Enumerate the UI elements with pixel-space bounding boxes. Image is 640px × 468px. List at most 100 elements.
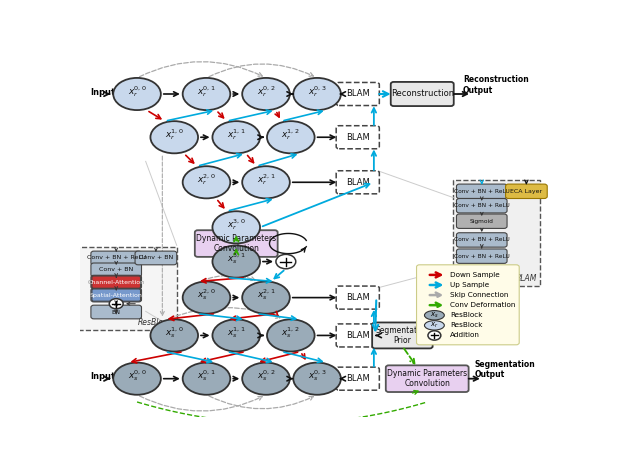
FancyBboxPatch shape xyxy=(195,230,278,257)
Circle shape xyxy=(428,331,441,340)
FancyBboxPatch shape xyxy=(372,322,433,348)
FancyBboxPatch shape xyxy=(77,247,177,330)
Text: Skip Connection: Skip Connection xyxy=(451,292,509,298)
Text: $x_r$: $x_r$ xyxy=(430,321,438,330)
Text: $x_s^{0,0}$: $x_s^{0,0}$ xyxy=(127,368,147,383)
Ellipse shape xyxy=(293,78,341,110)
Text: Conv Deformation: Conv Deformation xyxy=(451,302,516,308)
FancyBboxPatch shape xyxy=(91,275,141,289)
Text: $x_r^{1,0}$: $x_r^{1,0}$ xyxy=(165,127,184,142)
Ellipse shape xyxy=(182,78,230,110)
FancyBboxPatch shape xyxy=(336,367,380,390)
Ellipse shape xyxy=(242,363,290,395)
FancyBboxPatch shape xyxy=(456,249,507,263)
FancyBboxPatch shape xyxy=(453,180,540,286)
FancyBboxPatch shape xyxy=(91,263,141,277)
Ellipse shape xyxy=(212,246,260,278)
Text: Conv + BN + ReLU: Conv + BN + ReLU xyxy=(454,203,509,208)
FancyBboxPatch shape xyxy=(417,265,519,345)
Ellipse shape xyxy=(242,166,290,198)
Text: BLAM: BLAM xyxy=(346,293,370,302)
Text: $x_r^{0,0}$: $x_r^{0,0}$ xyxy=(127,84,147,99)
Text: $x_s^{3,1}$: $x_s^{3,1}$ xyxy=(227,251,246,266)
FancyBboxPatch shape xyxy=(336,171,380,194)
Ellipse shape xyxy=(150,319,198,351)
Ellipse shape xyxy=(242,282,290,314)
Text: Conv + BN: Conv + BN xyxy=(99,267,133,272)
FancyBboxPatch shape xyxy=(91,305,141,319)
Text: $x_s$: $x_s$ xyxy=(430,311,439,320)
Text: $x_s^{1,1}$: $x_s^{1,1}$ xyxy=(227,325,246,340)
FancyBboxPatch shape xyxy=(92,276,141,288)
Text: $x_s^{0,3}$: $x_s^{0,3}$ xyxy=(308,368,326,383)
FancyBboxPatch shape xyxy=(386,366,468,392)
Text: $x_s^{0,2}$: $x_s^{0,2}$ xyxy=(257,368,275,383)
Text: BLAM: BLAM xyxy=(346,89,370,98)
Ellipse shape xyxy=(212,121,260,154)
Ellipse shape xyxy=(113,363,161,395)
FancyBboxPatch shape xyxy=(336,82,380,105)
Text: Spatial-Attention: Spatial-Attention xyxy=(90,292,143,298)
Ellipse shape xyxy=(242,78,290,110)
Ellipse shape xyxy=(293,363,341,395)
FancyBboxPatch shape xyxy=(91,251,141,265)
Text: BLAM: BLAM xyxy=(346,374,370,383)
Text: Sigmoid: Sigmoid xyxy=(470,219,493,224)
Ellipse shape xyxy=(113,78,161,110)
Text: $x_s^{2,1}$: $x_s^{2,1}$ xyxy=(257,287,275,302)
Text: $x_s^{1,0}$: $x_s^{1,0}$ xyxy=(165,325,184,340)
Text: ResBlock: ResBlock xyxy=(451,312,483,318)
Ellipse shape xyxy=(212,211,260,243)
Text: Conv + BN + ReLU: Conv + BN + ReLU xyxy=(86,256,146,261)
Text: Channel-Attention: Channel-Attention xyxy=(88,279,145,285)
FancyBboxPatch shape xyxy=(336,324,380,347)
Text: Reconstruction
Output: Reconstruction Output xyxy=(463,75,529,95)
Text: ECA Layer: ECA Layer xyxy=(510,189,543,194)
Text: $x_s^{2,0}$: $x_s^{2,0}$ xyxy=(197,287,216,302)
Text: Input: Input xyxy=(90,88,115,97)
Text: $x_s^{0,1}$: $x_s^{0,1}$ xyxy=(197,368,216,383)
Ellipse shape xyxy=(182,166,230,198)
Ellipse shape xyxy=(212,319,260,351)
Ellipse shape xyxy=(424,311,444,320)
Text: ResBlock: ResBlock xyxy=(138,318,173,327)
Text: Down Sample: Down Sample xyxy=(451,272,500,278)
Ellipse shape xyxy=(267,319,315,351)
Text: $x_r^{2,0}$: $x_r^{2,0}$ xyxy=(197,172,216,187)
Ellipse shape xyxy=(267,121,315,154)
Text: $x_r^{0,1}$: $x_r^{0,1}$ xyxy=(197,84,216,99)
Text: BLAM: BLAM xyxy=(516,274,537,283)
FancyBboxPatch shape xyxy=(456,214,507,228)
Text: Up Sample: Up Sample xyxy=(451,282,490,288)
Text: $x_r^{2,1}$: $x_r^{2,1}$ xyxy=(257,172,275,187)
Ellipse shape xyxy=(182,282,230,314)
FancyBboxPatch shape xyxy=(336,126,380,149)
FancyBboxPatch shape xyxy=(91,288,141,302)
Text: $x_s^{1,2}$: $x_s^{1,2}$ xyxy=(282,325,300,340)
Text: Dynamic Parameters
Convolution: Dynamic Parameters Convolution xyxy=(387,369,467,388)
Text: $x_r^{3,0}$: $x_r^{3,0}$ xyxy=(227,217,246,232)
Text: Conv + BN + ReLU: Conv + BN + ReLU xyxy=(454,237,509,242)
Text: Spatial-Attention: Spatial-Attention xyxy=(90,292,143,298)
FancyBboxPatch shape xyxy=(506,184,547,198)
FancyBboxPatch shape xyxy=(336,286,380,309)
Ellipse shape xyxy=(182,363,230,395)
Text: Channel-Attention: Channel-Attention xyxy=(88,279,145,285)
FancyBboxPatch shape xyxy=(456,233,507,247)
FancyBboxPatch shape xyxy=(456,198,507,213)
FancyBboxPatch shape xyxy=(135,251,177,265)
Text: Dynamic Parameters
Convolution: Dynamic Parameters Convolution xyxy=(196,234,276,253)
Circle shape xyxy=(109,299,123,309)
Text: BLAM: BLAM xyxy=(346,178,370,187)
Text: Addition: Addition xyxy=(451,332,480,338)
Text: ResBlock: ResBlock xyxy=(451,322,483,329)
Text: $x_r^{0,2}$: $x_r^{0,2}$ xyxy=(257,84,275,99)
Text: BLAM: BLAM xyxy=(346,133,370,142)
Text: Segmentation
Output: Segmentation Output xyxy=(474,360,535,380)
Text: Reconstruction: Reconstruction xyxy=(390,89,454,98)
Text: Conv + BN + ReLU: Conv + BN + ReLU xyxy=(454,189,509,194)
Text: BLAM: BLAM xyxy=(346,331,370,340)
Text: $x_r^{1,2}$: $x_r^{1,2}$ xyxy=(282,127,300,142)
Text: Conv + BN + ReLU: Conv + BN + ReLU xyxy=(454,254,509,259)
Text: $x_r^{0,3}$: $x_r^{0,3}$ xyxy=(308,84,326,99)
